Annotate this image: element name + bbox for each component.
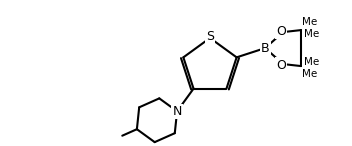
Text: O: O xyxy=(276,25,286,38)
Text: N: N xyxy=(172,105,182,118)
Text: Me: Me xyxy=(302,17,317,27)
Text: B: B xyxy=(261,42,270,55)
Text: S: S xyxy=(206,31,214,44)
Text: Me: Me xyxy=(302,69,317,79)
Text: Me: Me xyxy=(303,57,319,67)
Text: O: O xyxy=(276,59,286,72)
Text: Me: Me xyxy=(303,29,319,39)
